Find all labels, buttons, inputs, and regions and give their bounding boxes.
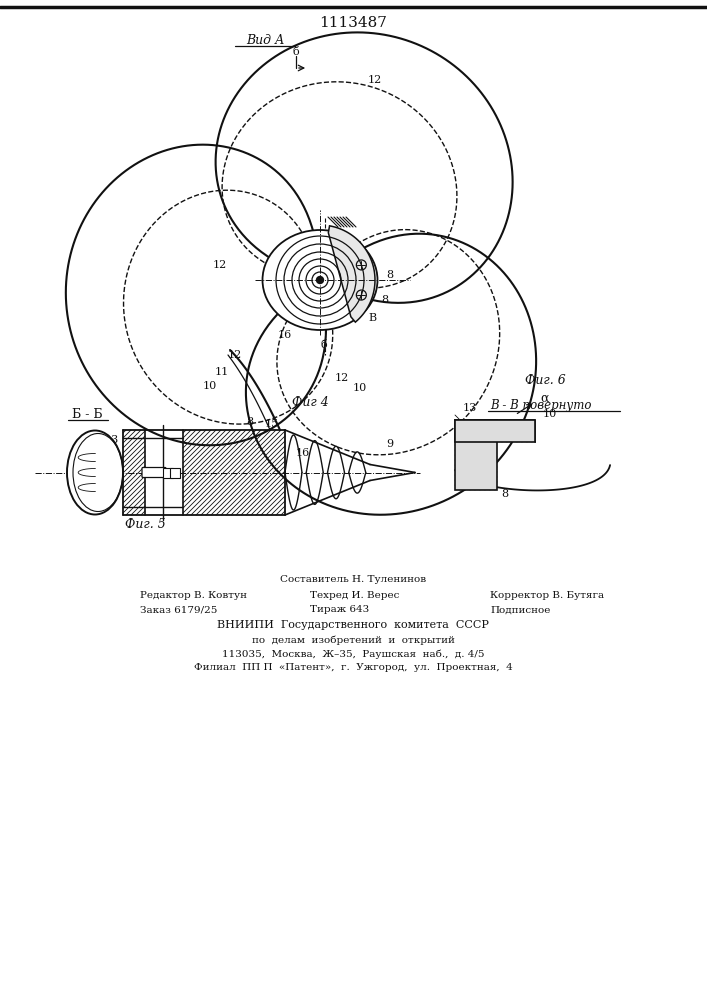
Text: 15: 15 xyxy=(265,419,279,429)
Text: Вид А: Вид А xyxy=(246,33,284,46)
Text: Корректор В. Бутяга: Корректор В. Бутяга xyxy=(490,591,604,600)
Bar xyxy=(455,420,497,490)
Text: 3: 3 xyxy=(69,452,76,462)
Text: Составитель Н. Туленинов: Составитель Н. Туленинов xyxy=(280,576,426,584)
Text: 16: 16 xyxy=(278,330,292,340)
Text: Б - Б: Б - Б xyxy=(72,408,103,420)
Bar xyxy=(455,420,535,442)
Text: 10: 10 xyxy=(203,381,217,391)
Text: Фиг 4: Фиг 4 xyxy=(291,395,328,408)
FancyBboxPatch shape xyxy=(142,468,166,478)
Text: 14: 14 xyxy=(100,496,114,506)
Text: 11: 11 xyxy=(215,367,229,377)
Text: 9: 9 xyxy=(387,439,394,449)
Bar xyxy=(163,468,173,478)
Text: 16: 16 xyxy=(296,448,310,458)
Text: Редактор В. Ковтун: Редактор В. Ковтун xyxy=(140,591,247,600)
Text: 12: 12 xyxy=(228,350,242,360)
Text: б: б xyxy=(321,340,327,350)
Text: В: В xyxy=(368,313,376,323)
Text: Заказ 6179/25: Заказ 6179/25 xyxy=(140,605,217,614)
Text: ВНИИПИ  Государственного  комитета  СССР: ВНИИПИ Государственного комитета СССР xyxy=(217,620,489,630)
Text: 10: 10 xyxy=(353,383,367,393)
Text: 1: 1 xyxy=(76,492,83,502)
Ellipse shape xyxy=(262,230,378,330)
Text: В - В повернуто: В - В повернуто xyxy=(490,398,592,412)
Text: 113035,  Москва,  Ж–35,  Раушская  наб.,  д. 4/5: 113035, Москва, Ж–35, Раушская наб., д. … xyxy=(222,649,484,659)
Text: 8: 8 xyxy=(382,295,389,305)
Ellipse shape xyxy=(67,430,123,514)
Circle shape xyxy=(317,276,324,284)
Text: Фиг. 5: Фиг. 5 xyxy=(124,518,165,530)
Text: Тираж 643: Тираж 643 xyxy=(310,605,369,614)
Text: 13: 13 xyxy=(105,435,119,445)
Polygon shape xyxy=(328,226,375,322)
Text: Техред И. Верес: Техред И. Верес xyxy=(310,591,399,600)
Text: Подписное: Подписное xyxy=(490,605,550,614)
Text: 8: 8 xyxy=(387,270,394,280)
Text: 8: 8 xyxy=(247,417,254,427)
Text: 12: 12 xyxy=(368,75,382,85)
Text: 8: 8 xyxy=(501,489,508,499)
Bar xyxy=(170,468,180,478)
Text: 12: 12 xyxy=(213,260,227,270)
Text: 12: 12 xyxy=(335,373,349,383)
Text: Филиал  ПП П  «Патент»,  г.  Ужгород,  ул.  Проектная,  4: Филиал ПП П «Патент», г. Ужгород, ул. Пр… xyxy=(194,664,513,672)
Text: б: б xyxy=(293,47,299,57)
Text: α: α xyxy=(541,391,549,404)
Text: по  делам  изобретений  и  открытий: по делам изобретений и открытий xyxy=(252,635,455,645)
Text: 1113487: 1113487 xyxy=(319,16,387,30)
Text: 13: 13 xyxy=(463,403,477,413)
Text: 10: 10 xyxy=(543,409,557,419)
Text: Фиг. 6: Фиг. 6 xyxy=(525,373,566,386)
